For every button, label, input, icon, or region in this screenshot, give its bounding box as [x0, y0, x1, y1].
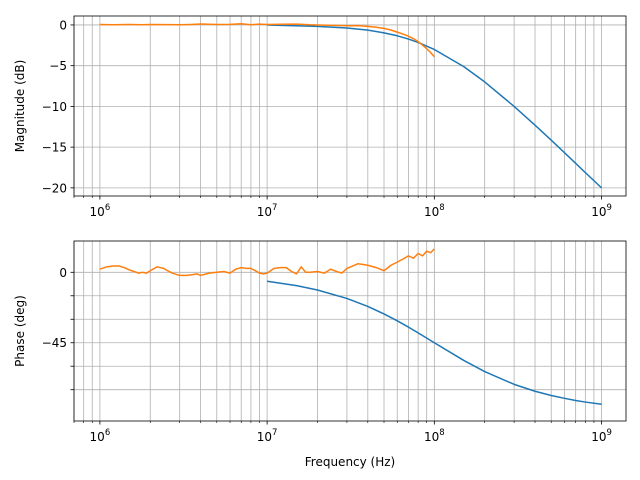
x-tick-label: 108 [424, 428, 445, 444]
tick-mantissa: 10 [591, 430, 606, 444]
tick-exponent: 8 [439, 428, 444, 438]
tick-mantissa: 10 [257, 430, 272, 444]
tick-exponent: 8 [439, 203, 444, 213]
model-response-line [267, 280, 602, 405]
y-tick-label: −5 [49, 59, 67, 73]
tick-exponent: 9 [606, 203, 611, 213]
tick-exponent: 7 [272, 428, 277, 438]
tick-exponent: 6 [105, 428, 110, 438]
tick-mantissa: 10 [90, 430, 105, 444]
y-tick-label: −45 [42, 336, 67, 350]
tick-mantissa: 10 [591, 205, 606, 219]
measured-response-line [99, 248, 435, 277]
y-tick-label: −15 [42, 141, 67, 155]
y-tick-label: 0 [59, 18, 67, 32]
measured-response-line [99, 22, 435, 58]
x-tick-label: 107 [257, 428, 278, 444]
y-axis-label: Phase (deg) [13, 295, 27, 367]
axes-frame [73, 240, 627, 422]
tick-mantissa: 10 [424, 430, 439, 444]
tick-mantissa: 10 [424, 205, 439, 219]
tick-exponent: 7 [272, 203, 277, 213]
x-tick-label: 109 [591, 428, 612, 444]
x-tick-label: 109 [591, 203, 612, 219]
axes-frame [73, 15, 627, 197]
x-tick-label: 106 [90, 428, 111, 444]
x-axis-label: Frequency (Hz) [305, 455, 396, 469]
x-tick-label: 108 [424, 203, 445, 219]
y-tick-label: −10 [42, 100, 67, 114]
y-tick-label: 0 [59, 266, 67, 280]
tick-mantissa: 10 [90, 205, 105, 219]
model-response-line [267, 24, 603, 189]
x-tick-label: 107 [257, 203, 278, 219]
y-tick-label: −20 [42, 181, 67, 195]
x-tick-label: 106 [90, 203, 111, 219]
tick-mantissa: 10 [257, 205, 272, 219]
y-axis-label: Magnitude (dB) [13, 60, 27, 153]
tick-exponent: 6 [105, 203, 110, 213]
tick-exponent: 9 [606, 428, 611, 438]
